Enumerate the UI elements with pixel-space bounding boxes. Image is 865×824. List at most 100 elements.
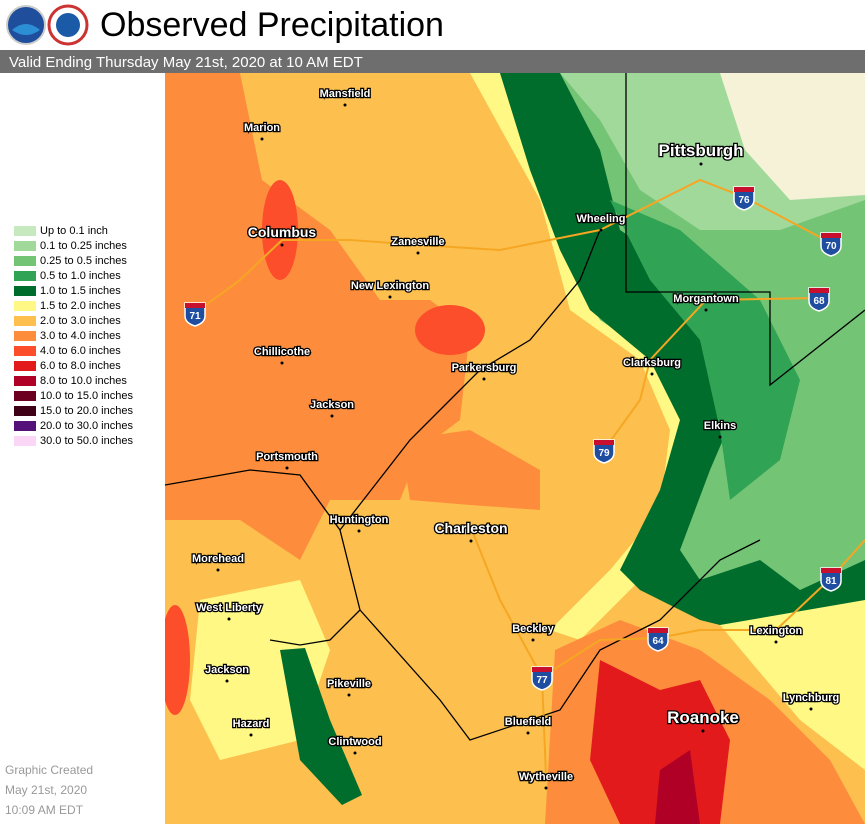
legend-swatch <box>14 376 36 386</box>
legend-label: 0.25 to 0.5 inches <box>40 255 127 267</box>
shield-top <box>532 667 552 672</box>
city-label: Morgantown <box>673 293 739 305</box>
legend-swatch <box>14 256 36 266</box>
city-label: Parkersburg <box>452 362 517 374</box>
city-label: Wytheville <box>519 771 573 783</box>
legend-label: 20.0 to 30.0 inches <box>40 420 133 432</box>
legend-label: 30.0 to 50.0 inches <box>40 435 133 447</box>
legend-swatch <box>14 406 36 416</box>
legend-label: Up to 0.1 inch <box>40 225 108 237</box>
legend-label: 0.5 to 1.0 inches <box>40 270 121 282</box>
city-dot <box>469 539 473 543</box>
city-label: Morehead <box>192 553 244 565</box>
title: Observed Precipitation <box>100 6 444 44</box>
shield <box>184 302 206 327</box>
shield <box>531 666 553 691</box>
city-label: Pittsburgh <box>659 141 744 160</box>
city-label: Portsmouth <box>256 451 318 463</box>
city-dot <box>353 751 357 755</box>
legend: Up to 0.1 inch 0.1 to 0.25 inches 0.25 to … <box>14 225 133 447</box>
legend-label: 6.0 to 8.0 inches <box>40 360 121 372</box>
interstate-shields: 71 76 70 68 79 77 64 81 <box>184 186 842 691</box>
shield-number: 71 <box>189 311 201 322</box>
city-label: Marion <box>244 122 280 134</box>
city-label: Jackson <box>205 664 249 676</box>
city-dot <box>227 617 231 621</box>
footer: Graphic Created May 21st, 2020 10:09 AM ED… <box>5 763 93 817</box>
city-dot <box>599 228 603 232</box>
shield-number: 70 <box>825 241 837 252</box>
legend-swatch <box>14 271 36 281</box>
subtitle-bar <box>0 50 865 73</box>
city-dot <box>650 372 654 376</box>
shield-number: 68 <box>813 296 825 307</box>
city-label: Pikeville <box>327 678 371 690</box>
shield-number: 79 <box>598 448 610 459</box>
city-dot <box>216 568 220 572</box>
shield-top <box>648 628 668 633</box>
city-dot <box>330 414 334 418</box>
legend-label: 10.0 to 15.0 inches <box>40 390 133 402</box>
legend-label: 15.0 to 20.0 inches <box>40 405 133 417</box>
city-dot <box>704 308 708 312</box>
city-labels: Mansfield Marion Columbus Zanesville New Lex… <box>191 87 841 790</box>
shield-number: 64 <box>652 636 664 647</box>
map <box>165 73 865 824</box>
shield-top <box>821 233 841 238</box>
city-label: West Liberty <box>196 602 263 614</box>
city-label: Bluefield <box>505 716 551 728</box>
legend-label: 2.0 to 3.0 inches <box>40 315 121 327</box>
city-label: Elkins <box>704 420 736 432</box>
city-label: Lynchburg <box>783 692 839 704</box>
city-dot <box>544 786 548 790</box>
legend-label: 1.0 to 1.5 inches <box>40 285 121 297</box>
shield-top <box>821 568 841 573</box>
city-dot <box>482 377 486 381</box>
city-dot <box>809 707 813 711</box>
city-dot <box>347 693 351 697</box>
city-dot <box>718 435 722 439</box>
legend-label: 1.5 to 2.0 inches <box>40 300 121 312</box>
city-label: Charleston <box>434 520 507 536</box>
legend-swatch <box>14 316 36 326</box>
shield <box>820 567 842 592</box>
city-dot <box>526 731 530 735</box>
city-label: Beckley <box>512 623 554 635</box>
logos <box>6 4 89 46</box>
city-label: Lexington <box>750 625 803 637</box>
legend-swatch <box>14 331 36 341</box>
city-dot <box>701 729 705 733</box>
city-dot <box>343 103 347 107</box>
city-label: Chillicothe <box>254 346 310 358</box>
footer-line: Graphic Created <box>5 763 93 777</box>
legend-label: 8.0 to 10.0 inches <box>40 375 127 387</box>
city-dot <box>774 640 778 644</box>
shield <box>808 287 830 312</box>
shield-top <box>734 187 754 192</box>
shield-number: 81 <box>825 576 837 587</box>
city-label: Jackson <box>310 399 354 411</box>
city-label: Roanoke <box>667 708 739 727</box>
shield <box>733 186 755 211</box>
footer-line: May 21st, 2020 <box>5 783 87 797</box>
city-dot <box>280 243 284 247</box>
city-dot <box>249 733 253 737</box>
city-label: Clintwood <box>328 736 381 748</box>
legend-swatch <box>14 421 36 431</box>
shield-top <box>594 440 614 445</box>
legend-swatch <box>14 226 36 236</box>
legend-swatch <box>14 346 36 356</box>
legend-swatch <box>14 301 36 311</box>
shield-top <box>185 303 205 308</box>
city-dot <box>699 162 703 166</box>
legend-label: 4.0 to 6.0 inches <box>40 345 121 357</box>
city-dot <box>416 251 420 255</box>
city-dot <box>285 466 289 470</box>
city-label: Hazard <box>233 718 270 730</box>
legend-swatch <box>14 391 36 401</box>
city-dot <box>388 295 392 299</box>
shield-number: 77 <box>536 675 548 686</box>
city-label: Mansfield <box>320 88 371 100</box>
shield <box>593 439 615 464</box>
